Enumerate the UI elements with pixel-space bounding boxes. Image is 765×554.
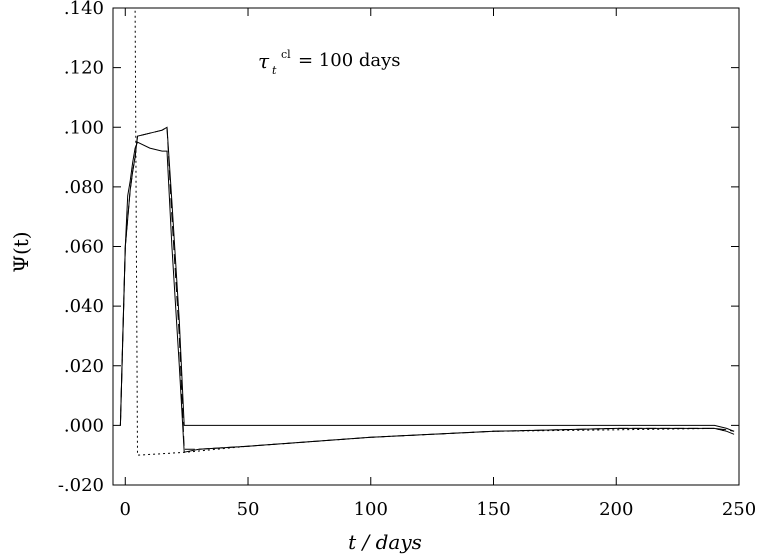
series-line-solid-2 — [119, 126, 735, 432]
y-tick-label: .040 — [64, 296, 104, 317]
y-axis-label: Ψ(t) — [9, 231, 33, 272]
svg-text:τ: τ — [258, 49, 270, 73]
x-axis-label: t / days — [348, 530, 422, 554]
y-tick-label: .000 — [64, 415, 104, 436]
plot-frame — [112, 7, 740, 486]
y-tick-label: .060 — [64, 237, 104, 258]
x-tick-label: 150 — [476, 499, 510, 520]
y-tick-label: .120 — [64, 58, 104, 79]
y-tick-label: .140 — [64, 0, 104, 19]
x-tick-label: 100 — [354, 499, 388, 520]
x-tick-label: 0 — [120, 499, 131, 520]
tau-annotation: τ t cl = 100 days — [258, 48, 401, 77]
axis-ticks — [113, 7, 740, 486]
svg-text:t: t — [272, 64, 277, 77]
y-tick-label: .020 — [64, 356, 104, 377]
series-line-dashed-3 — [119, 126, 735, 450]
x-tick-label: 200 — [599, 499, 633, 520]
y-tick-label: -.020 — [58, 475, 104, 496]
svg-text:= 100 days: = 100 days — [298, 50, 401, 71]
tick-labels: 0 50 100 150 200 250 -.020 .000 .020 .040 .060 .080… — [58, 0, 756, 520]
series-line-dotted-4 — [117, 7, 727, 456]
series-lines — [117, 7, 735, 456]
x-tick-label: 50 — [237, 499, 260, 520]
y-tick-label: .080 — [64, 177, 104, 198]
svg-text:cl: cl — [281, 48, 291, 61]
x-tick-label: 250 — [722, 499, 756, 520]
y-tick-label: .100 — [64, 117, 104, 138]
series-line-solid-1 — [119, 141, 735, 453]
